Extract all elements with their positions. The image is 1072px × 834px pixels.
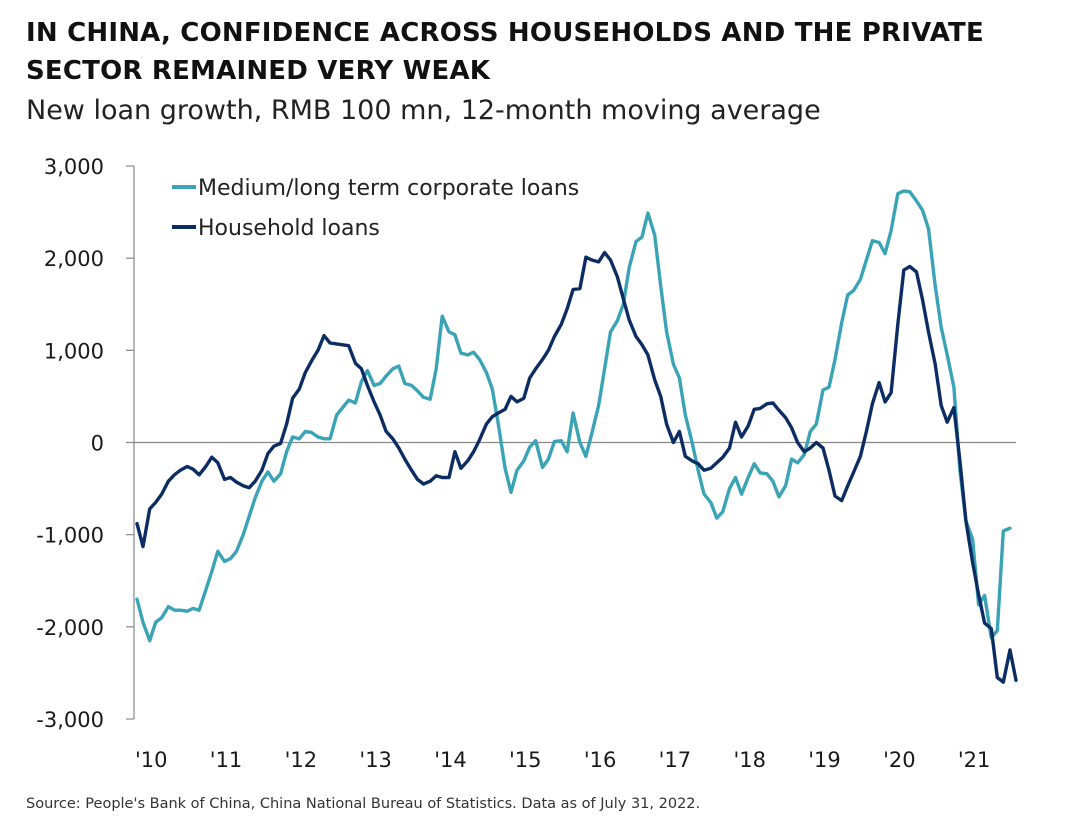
source-note: Source: People's Bank of China, China Na…: [26, 796, 701, 812]
y-tick-label: -1,000: [36, 524, 104, 548]
corporate-loans-line: [135, 189, 1012, 643]
y-tick-label: 1,000: [44, 339, 104, 363]
household-loans-line: [135, 250, 1018, 684]
chart-title: IN CHINA, CONFIDENCE ACROSS HOUSEHOLDS A…: [26, 18, 984, 86]
x-tick-label: '18: [733, 748, 766, 772]
y-tick-label: 3,000: [44, 155, 104, 179]
chart-subtitle: New loan growth, RMB 100 mn, 12-month mo…: [26, 95, 821, 126]
y-tick-label: -3,000: [36, 708, 104, 732]
y-tick-label: 2,000: [44, 247, 104, 271]
x-tick-label: '13: [359, 748, 392, 772]
x-tick-label: '10: [135, 748, 168, 772]
y-tick-label: 0: [91, 432, 104, 456]
x-tick-label: '20: [883, 748, 916, 772]
legend-label: Medium/long term corporate loans: [198, 176, 579, 201]
x-tick-label: '21: [958, 748, 991, 772]
x-tick-label: '15: [509, 748, 542, 772]
x-tick-label: '11: [210, 748, 243, 772]
y-axis-ticks: 3,000 2,000 1,000 0 -1,000 -2,000 -3,000: [36, 155, 134, 732]
chart-series: [135, 189, 1018, 684]
x-tick-label: '14: [434, 748, 467, 772]
x-tick-label: '17: [659, 748, 692, 772]
legend-label: Household loans: [198, 216, 380, 241]
chart-legend: Medium/long term corporate loans Househol…: [172, 176, 579, 241]
y-tick-label: -2,000: [36, 616, 104, 640]
x-tick-label: '16: [584, 748, 617, 772]
x-axis-ticks: '10 '11 '12 '13 '14 '15 '16 '17 '18 '19 '20 '21: [135, 748, 990, 772]
x-tick-label: '19: [808, 748, 841, 772]
x-tick-label: '12: [285, 748, 318, 772]
